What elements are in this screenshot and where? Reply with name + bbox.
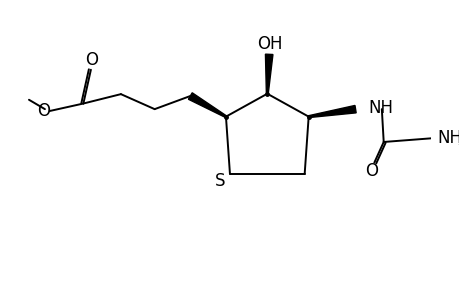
Polygon shape	[265, 54, 272, 94]
Text: NH: NH	[368, 99, 393, 117]
Polygon shape	[188, 93, 226, 118]
Text: O: O	[85, 51, 98, 69]
Text: S: S	[215, 172, 225, 190]
Text: O: O	[364, 162, 377, 180]
Text: O: O	[38, 102, 50, 120]
Polygon shape	[308, 105, 355, 118]
Text: NH: NH	[436, 129, 459, 147]
Text: 2: 2	[456, 136, 459, 148]
Text: OH: OH	[257, 35, 282, 53]
